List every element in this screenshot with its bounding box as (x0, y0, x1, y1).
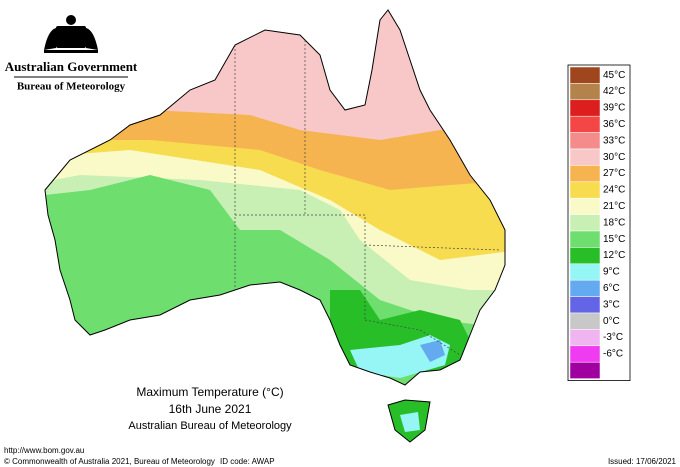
legend-label: 21°C (603, 201, 625, 212)
legend-label: 39°C (603, 103, 625, 114)
legend-swatch (569, 99, 601, 117)
legend-label: 45°C (603, 70, 625, 81)
legend-label: 36°C (603, 119, 625, 130)
legend-label: 24°C (603, 185, 625, 196)
legend-swatch (569, 214, 601, 232)
crest (44, 15, 98, 53)
legend-label: 27°C (603, 168, 625, 179)
legend-swatch (569, 312, 601, 330)
legend-swatch (569, 83, 601, 101)
legend-label: 9°C (603, 267, 620, 278)
legend-label: -6°C (603, 349, 623, 360)
legend-label: 18°C (603, 217, 625, 228)
legend-label: 15°C (603, 234, 625, 245)
state-borders (234, 40, 501, 356)
footer-id: ID code: AWAP (220, 457, 275, 466)
map-credit: Australian Bureau of Meteorology (128, 420, 292, 432)
footer-copyright: © Commonwealth of Australia 2021, Bureau… (4, 457, 215, 466)
coastline (44, 9, 506, 386)
footer-issued: Issued: 17/06/2021 (608, 457, 677, 466)
legend-label: 0°C (603, 316, 620, 327)
legend-label: 33°C (603, 135, 625, 146)
legend-swatch (569, 230, 601, 248)
legend-swatch (569, 329, 601, 347)
legend-swatch (569, 165, 601, 183)
legend-label: 42°C (603, 86, 625, 97)
legend-swatch (569, 115, 601, 133)
legend-swatch (569, 296, 601, 314)
legend-swatch (569, 197, 601, 215)
legend-label: 6°C (603, 283, 620, 294)
map-title: Maximum Temperature (°C) (136, 385, 283, 399)
legend-swatch (569, 345, 601, 363)
legend-swatch (569, 66, 601, 84)
legend-label: 3°C (603, 299, 620, 310)
legend: 45°C 42°C 39°C 36°C 33°C 30°C 27°C 24°C 21°C 18°C… (567, 64, 631, 382)
legend-label: -3°C (603, 332, 623, 343)
legend-swatch (569, 132, 601, 150)
legend-label: 12°C (603, 250, 625, 261)
legend-swatch (569, 181, 601, 199)
legend-swatch (569, 279, 601, 297)
legend-label: 30°C (603, 152, 625, 163)
map-date: 16th June 2021 (169, 402, 252, 416)
legend-swatch (569, 148, 601, 166)
legend-swatch (569, 247, 601, 265)
footer-url: http://www.bom.gov.au (4, 446, 84, 455)
tasmania-coast (387, 399, 431, 443)
gov-name: Australian Government (5, 59, 138, 74)
agency-name: Bureau of Meteorology (17, 81, 126, 93)
legend-swatch (569, 263, 601, 281)
legend-swatch (569, 361, 601, 379)
